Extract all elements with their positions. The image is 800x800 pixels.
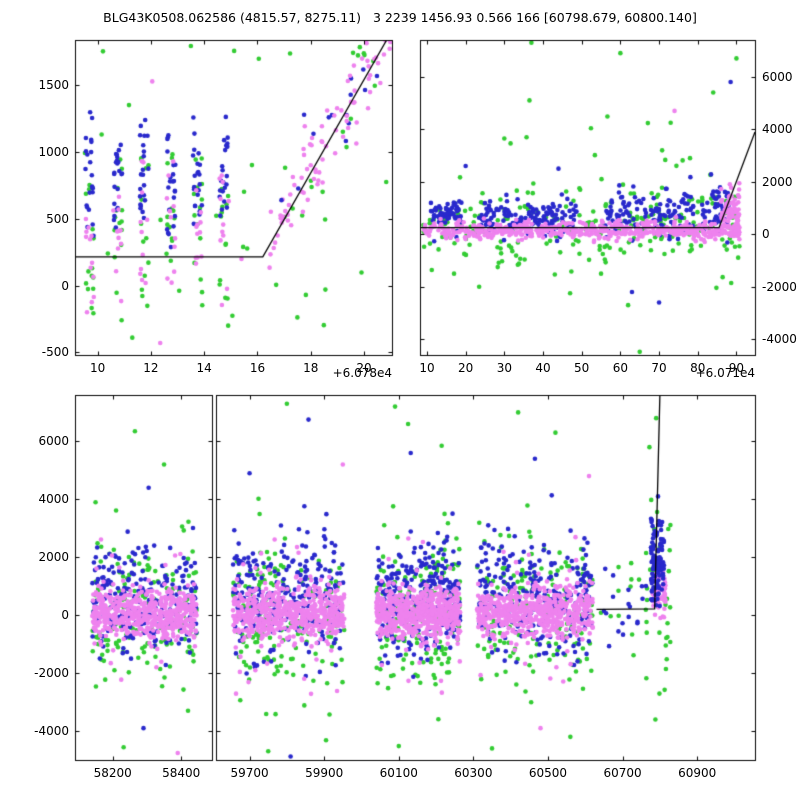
x-axis-offset-label-top-left: +6.078e4 xyxy=(332,366,392,380)
x-axis-offset-label-top-right: +6.071e4 xyxy=(695,366,755,380)
